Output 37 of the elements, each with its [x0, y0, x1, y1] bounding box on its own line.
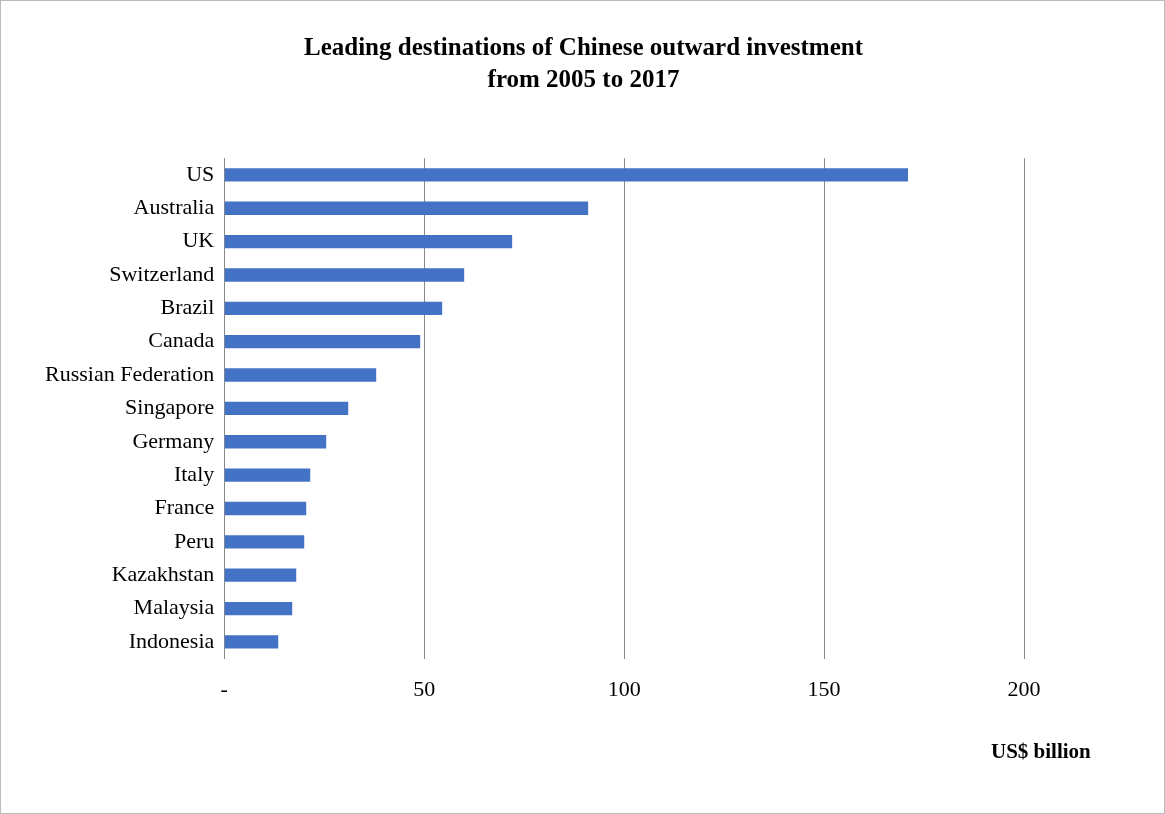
- bar: [224, 601, 293, 616]
- y-tick-label: Kazakhstan: [111, 560, 215, 586]
- y-tick-label: Germany: [132, 427, 215, 453]
- bar: [224, 368, 377, 382]
- y-tick-label: France: [154, 494, 215, 520]
- y-tick-label: Switzerland: [109, 260, 215, 286]
- x-axis-title: US$ billion: [991, 739, 1091, 764]
- bar: [224, 435, 327, 449]
- bar: [224, 468, 311, 482]
- x-tick-label: 100: [607, 675, 641, 701]
- bar: [224, 501, 307, 516]
- x-tick-label: 50: [413, 675, 436, 701]
- bar: [224, 234, 513, 249]
- y-tick-label: Indonesia: [128, 627, 215, 653]
- y-tick-label: Australia: [133, 194, 215, 220]
- x-tick-label: 200: [1007, 675, 1041, 701]
- y-tick-label: Singapore: [125, 394, 215, 420]
- bar: [224, 168, 909, 182]
- bar: [224, 201, 589, 215]
- bar: [224, 401, 349, 416]
- y-tick-label: US: [186, 160, 215, 186]
- chart-title: Leading destinations of Chinese outward investment from 2005 to 2017: [302, 32, 865, 94]
- x-tick-label: 150: [807, 675, 841, 701]
- bar: [224, 268, 465, 282]
- bar: [224, 635, 279, 649]
- bar: [224, 535, 305, 549]
- y-tick-label: Italy: [173, 460, 215, 486]
- x-tick-label: -: [220, 675, 228, 701]
- y-tick-label: Peru: [173, 527, 215, 553]
- y-tick-label: Canada: [148, 327, 215, 353]
- y-tick-label: Brazil: [160, 294, 215, 320]
- y-tick-label: Malaysia: [133, 594, 215, 620]
- bar: [224, 335, 421, 349]
- bar: [224, 301, 443, 315]
- bar: [224, 568, 297, 582]
- y-tick-label: UK: [182, 227, 215, 253]
- y-tick-label: Russian Federation: [44, 360, 215, 386]
